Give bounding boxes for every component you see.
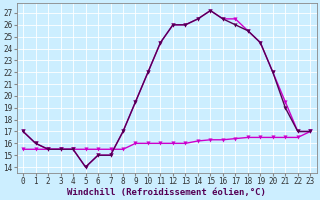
X-axis label: Windchill (Refroidissement éolien,°C): Windchill (Refroidissement éolien,°C) (67, 188, 266, 197)
